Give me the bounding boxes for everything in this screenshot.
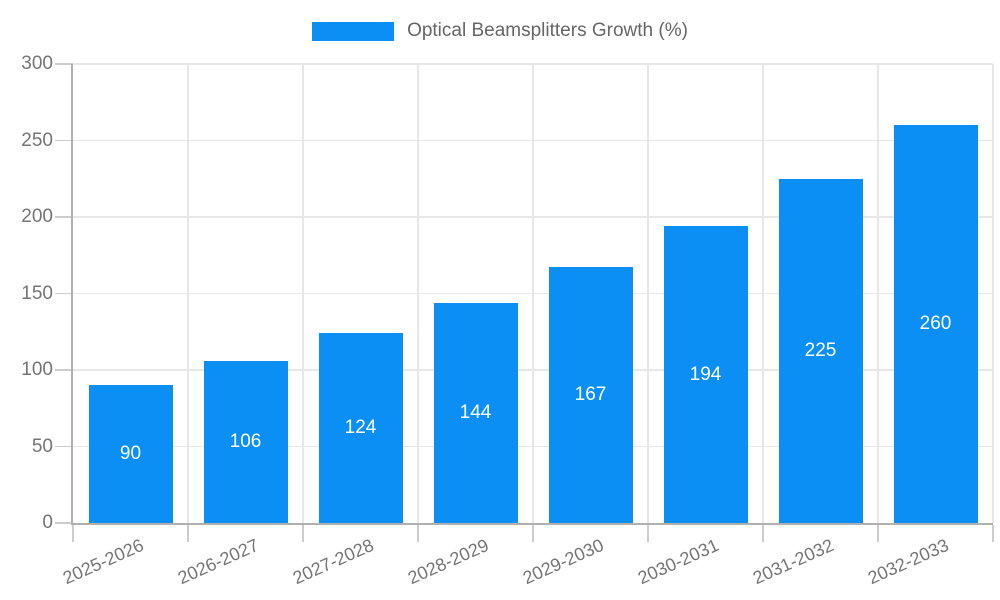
y-axis-tick [55, 63, 73, 65]
y-axis-tick [55, 292, 73, 295]
legend[interactable]: Optical Beamsplitters Growth (%) [0, 20, 1000, 42]
v-gridline [302, 64, 304, 523]
bar-value-label: 106 [229, 430, 262, 452]
v-gridline [532, 64, 534, 523]
bar[interactable]: 90 [88, 385, 173, 523]
y-axis-line [71, 64, 73, 523]
v-gridline [187, 64, 189, 523]
legend-label: Optical Beamsplitters Growth (%) [407, 20, 688, 41]
bar-value-label: 124 [344, 417, 377, 439]
x-axis-tick [762, 525, 764, 542]
x-tick-label: 2025-2026 [60, 534, 148, 589]
y-tick-label: 50 [31, 435, 53, 457]
v-gridline [647, 64, 649, 523]
legend-swatch [312, 21, 395, 41]
x-tick-label: 2027-2028 [290, 534, 378, 589]
y-axis-tick [55, 216, 73, 218]
x-tick-label: 2028-2029 [405, 534, 493, 589]
bar-value-label: 144 [459, 401, 492, 423]
v-gridline [877, 64, 879, 523]
x-axis-tick [302, 525, 304, 542]
x-tick-label: 2032-2033 [865, 534, 953, 589]
bar-value-label: 225 [804, 339, 837, 361]
bar[interactable]: 260 [893, 125, 978, 523]
v-gridline [417, 64, 419, 523]
bar-value-label: 90 [119, 443, 142, 465]
x-axis-line [71, 523, 993, 525]
x-axis-tick [877, 525, 879, 542]
x-tick-label: 2026-2027 [175, 534, 263, 589]
bar[interactable]: 167 [548, 267, 633, 523]
bar[interactable]: 124 [318, 333, 403, 523]
y-axis-tick [55, 369, 73, 371]
x-tick-label: 2031-2032 [750, 534, 838, 589]
bar[interactable]: 194 [663, 226, 748, 523]
x-axis-tick [72, 525, 74, 542]
x-axis-tick [532, 525, 534, 542]
bar[interactable]: 106 [203, 360, 288, 523]
y-axis-tick [55, 445, 73, 448]
x-axis-tick [417, 525, 419, 542]
bar-value-label: 194 [689, 363, 722, 385]
x-tick-label: 2030-2031 [635, 534, 723, 589]
y-axis-tick [55, 139, 73, 142]
x-tick-label: 2029-2030 [520, 534, 608, 589]
y-axis-tick [55, 522, 73, 524]
bar[interactable]: 144 [433, 302, 518, 523]
y-tick-label: 300 [21, 53, 53, 74]
x-axis-tick [647, 525, 649, 542]
y-tick-label: 200 [21, 206, 53, 227]
y-tick-label: 0 [42, 512, 53, 533]
bar-value-label: 260 [919, 313, 952, 335]
v-gridline [992, 64, 994, 523]
v-gridline [762, 64, 764, 523]
bar[interactable]: 225 [778, 178, 863, 523]
y-tick-label: 100 [21, 359, 53, 380]
bar-value-label: 167 [574, 384, 607, 406]
y-tick-label: 250 [21, 129, 53, 151]
x-axis-tick [187, 525, 189, 542]
y-tick-label: 150 [21, 282, 53, 304]
x-axis-tick [992, 525, 994, 542]
